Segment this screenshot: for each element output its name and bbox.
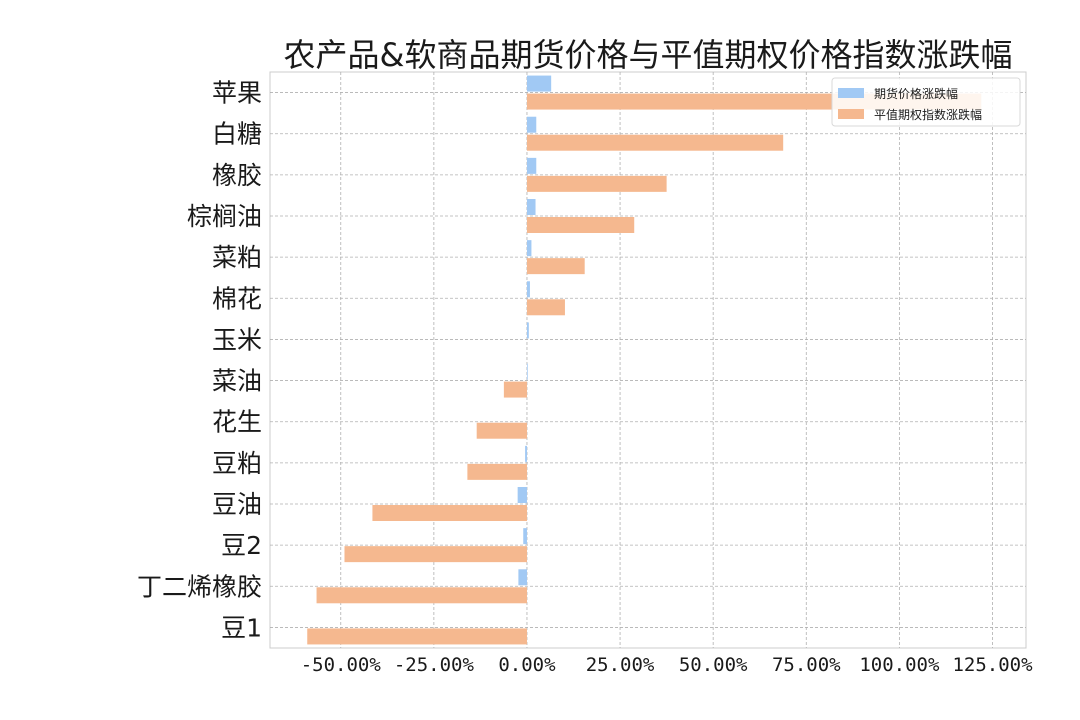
futures-bar (526, 199, 536, 215)
legend-box (831, 77, 1021, 127)
x-tick-label: 75.00% (772, 654, 841, 676)
category-label: 花生 (212, 408, 262, 437)
x-tick-label: 0.00% (498, 654, 556, 676)
category-label: 菜粕 (212, 243, 262, 272)
legend-label: 期货价格涨跌幅 (874, 86, 958, 101)
x-tick-label: 100.00% (859, 654, 940, 676)
option-index-bar (526, 175, 667, 192)
category-label: 苹果 (212, 79, 262, 108)
legend-label: 平值期权指数涨跌幅 (874, 107, 982, 122)
category-label: 橡胶 (212, 161, 262, 190)
option-index-bar (526, 134, 784, 151)
option-index-bar (476, 422, 527, 439)
futures-bar (526, 322, 529, 339)
x-tick-label: 50.00% (679, 654, 748, 676)
futures-bar (526, 75, 552, 92)
futures-bar (523, 528, 527, 545)
category-label: 豆油 (212, 490, 262, 519)
x-tick-label: -25.00% (394, 654, 475, 676)
futures-bar (517, 487, 527, 503)
option-index-bar (316, 587, 527, 604)
category-label: 菜油 (212, 367, 262, 396)
option-index-bar (372, 505, 527, 521)
futures-bar (518, 569, 527, 586)
category-label: 豆2 (221, 531, 262, 560)
option-index-bar (526, 217, 635, 233)
option-index-bar (503, 381, 527, 398)
category-label: 棕榈油 (187, 202, 262, 231)
bars (307, 75, 982, 645)
option-index-bar (526, 299, 565, 316)
option-index-bar (344, 546, 527, 563)
option-index-bar (467, 463, 527, 480)
legend-swatch (838, 88, 864, 98)
option-index-bar (307, 628, 527, 645)
option-index-bar (526, 258, 585, 275)
x-tick-label: 25.00% (586, 654, 655, 676)
category-label: 玉米 (212, 325, 262, 354)
futures-bar (526, 157, 537, 174)
futures-bar (526, 240, 532, 257)
category-label: 丁二烯橡胶 (137, 572, 262, 601)
futures-bar (526, 363, 528, 380)
futures-bar (525, 445, 527, 462)
chart-title: 农产品&软商品期货价格与平值期权价格指数涨跌幅 (284, 36, 1013, 74)
plot-frame (269, 71, 1027, 649)
x-tick-label: -50.00% (301, 654, 382, 676)
x-tick-label: 125.00% (952, 654, 1033, 676)
futures-bar (526, 281, 530, 298)
axes: -50.00% -25.00% 0.00% 25.00% 50.00% 75.00% 100… (137, 79, 1033, 676)
category-label: 白糖 (212, 120, 262, 149)
category-label: 棉花 (212, 284, 262, 313)
category-label: 豆1 (221, 613, 262, 642)
legend-swatch (838, 109, 864, 119)
category-label: 豆粕 (212, 449, 262, 478)
futures-bar (526, 116, 537, 133)
